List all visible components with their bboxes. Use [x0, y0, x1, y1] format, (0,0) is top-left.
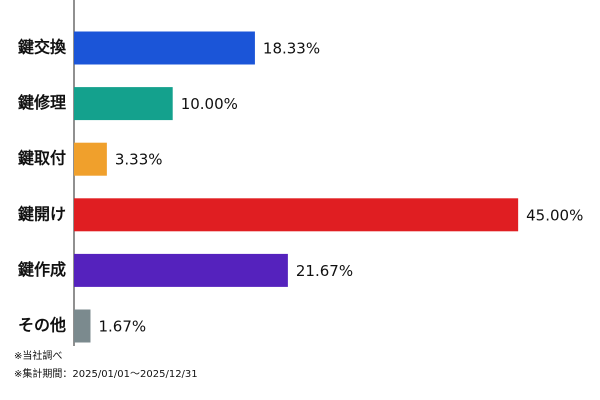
category-label: 鍵交換: [18, 38, 67, 57]
category-label: 鍵開け: [18, 204, 66, 223]
category-label: その他: [18, 316, 66, 335]
bar: [74, 253, 288, 287]
value-label: 3.33%: [115, 151, 163, 169]
bar: [74, 87, 173, 121]
value-label: 45.00%: [526, 206, 583, 224]
bar: [74, 31, 255, 65]
value-label: 18.33%: [263, 40, 320, 58]
value-label: 10.00%: [181, 95, 238, 113]
footnote: ※当社調べ: [14, 349, 62, 362]
category-label: 鍵取付: [18, 149, 66, 168]
value-label: 1.67%: [98, 318, 146, 336]
value-label: 21.67%: [296, 262, 353, 280]
bar: [74, 142, 107, 176]
category-label: 鍵修理: [18, 93, 66, 112]
category-label: 鍵作成: [18, 260, 66, 279]
footnote: ※集計期間：2025/01/01～2025/12/31: [14, 367, 198, 380]
bar: [74, 198, 519, 232]
bar: [74, 309, 91, 343]
